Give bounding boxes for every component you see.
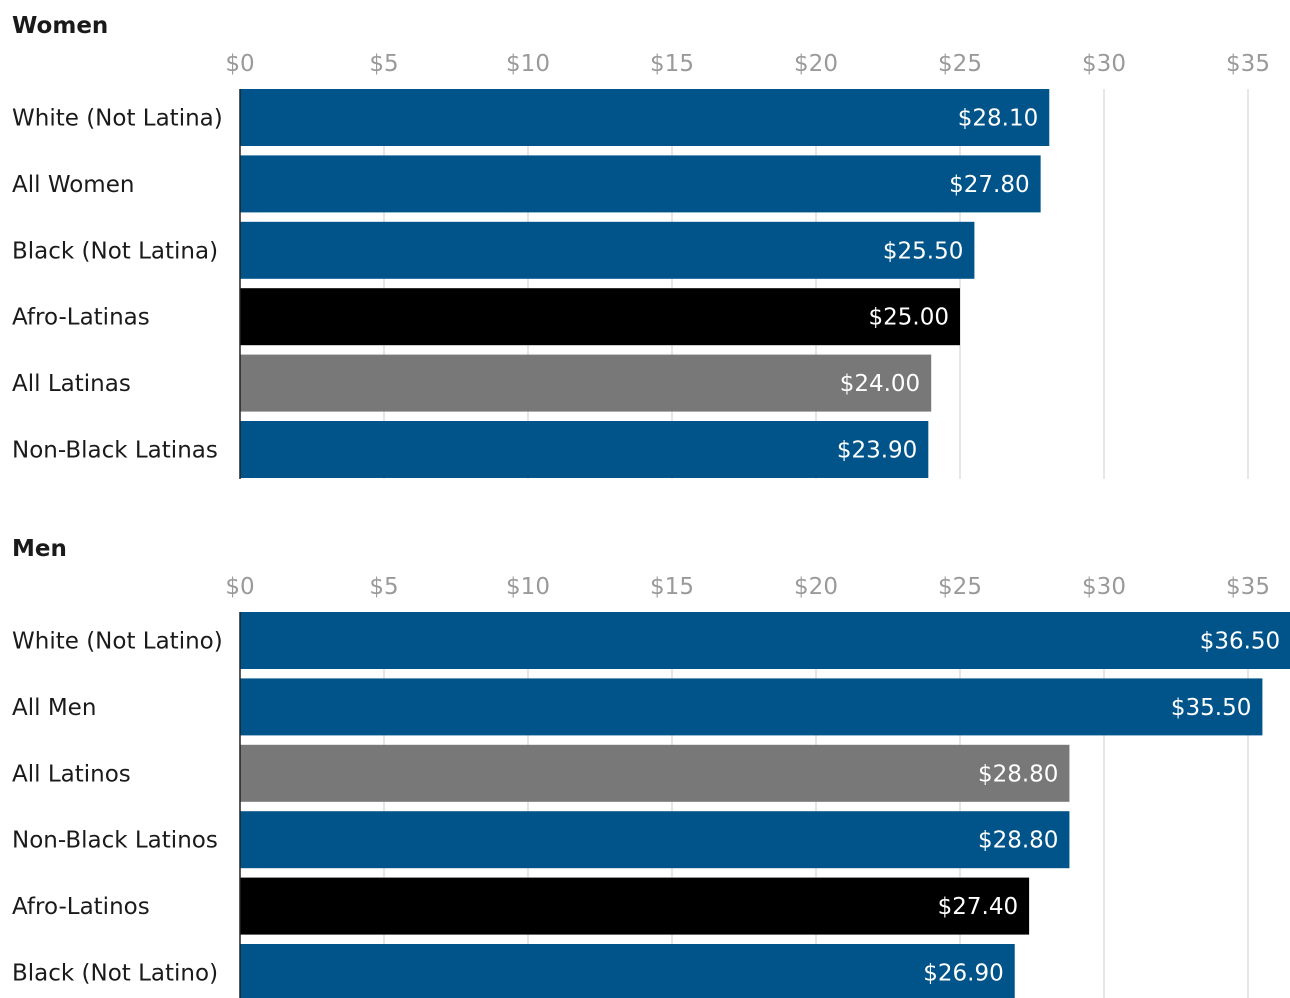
tick-label: $15	[650, 574, 694, 600]
bar-all-latinas	[240, 354, 932, 412]
tick-label: $0	[225, 574, 254, 600]
value-label: $27.80	[949, 172, 1029, 198]
category-label: Non-Black Latinos	[12, 828, 218, 854]
value-label: $28.80	[978, 761, 1058, 787]
value-label: $35.50	[1171, 695, 1251, 721]
tick-label: $5	[369, 574, 398, 600]
panel-title: Men	[12, 536, 67, 562]
bar-black-not-latina	[240, 221, 975, 279]
tick-label: $20	[794, 574, 838, 600]
bar-all-men	[240, 678, 1263, 736]
bar-afro-latinos	[240, 877, 1030, 935]
panel-title: Women	[12, 13, 108, 39]
bar-non-black-latinas	[240, 421, 929, 478]
category-label: White (Not Latino)	[12, 629, 223, 655]
tick-label: $30	[1082, 51, 1126, 77]
tick-label: $25	[938, 574, 982, 600]
value-label: $25.00	[869, 305, 949, 331]
category-label: All Men	[12, 695, 96, 721]
category-label: Afro-Latinas	[12, 305, 150, 331]
value-label: $25.50	[883, 238, 963, 264]
value-label: $23.90	[837, 438, 917, 464]
value-label: $27.40	[938, 894, 1018, 920]
bar-black-not-latino	[240, 944, 1015, 998]
category-label: White (Not Latina)	[12, 106, 223, 132]
value-label: $36.50	[1200, 629, 1280, 655]
category-label: All Latinas	[12, 371, 131, 397]
tick-label: $25	[938, 51, 982, 77]
bar-all-latinos	[240, 744, 1070, 802]
bar-afro-latinas	[240, 288, 960, 346]
tick-label: $20	[794, 51, 838, 77]
category-label: Black (Not Latino)	[12, 961, 218, 987]
bar-all-women	[240, 155, 1041, 213]
tick-label: $10	[506, 574, 550, 600]
women-panel: Women $0 $5 $10 $15 $20 $25 $30 $35 White (Not La…	[12, 13, 1270, 479]
men-panel: Men $0 $5 $10 $15 $20 $25 $30 $35 White (Not Lati…	[12, 536, 1290, 998]
tick-label: $30	[1082, 574, 1126, 600]
tick-label: $10	[506, 51, 550, 77]
bar-non-black-latinos	[240, 811, 1070, 869]
tick-label: $35	[1226, 574, 1270, 600]
category-label: All Women	[12, 172, 134, 198]
category-label: Afro-Latinos	[12, 894, 150, 920]
value-label: $28.10	[958, 106, 1038, 132]
tick-label: $35	[1226, 51, 1270, 77]
bar-white-not-latina	[240, 89, 1050, 146]
value-label: $28.80	[978, 828, 1058, 854]
bar-white-not-latino	[240, 612, 1290, 669]
value-label: $26.90	[923, 961, 1003, 987]
tick-label: $0	[225, 51, 254, 77]
value-label: $24.00	[840, 371, 920, 397]
category-label: Non-Black Latinas	[12, 438, 218, 464]
category-label: Black (Not Latina)	[12, 238, 218, 264]
tick-label: $5	[369, 51, 398, 77]
category-label: All Latinos	[12, 761, 131, 787]
tick-label: $15	[650, 51, 694, 77]
